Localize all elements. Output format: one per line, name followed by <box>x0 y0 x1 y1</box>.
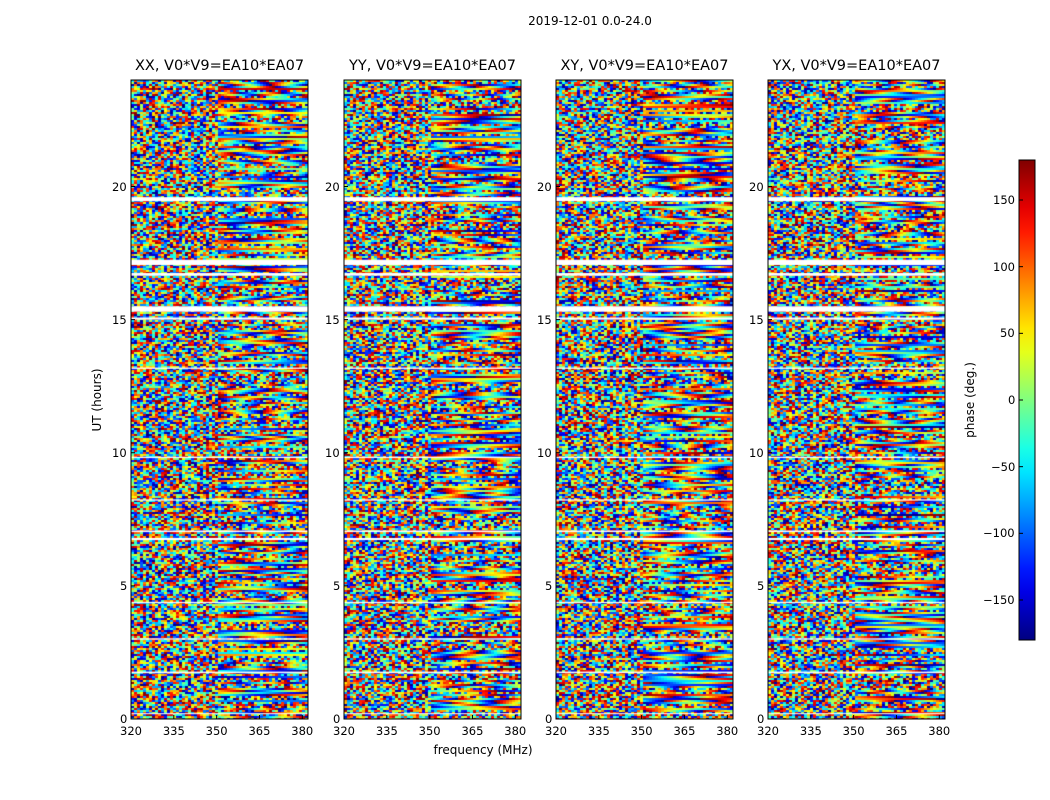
x-tick-label: 335 <box>375 724 398 738</box>
y-tick-label: 5 <box>757 578 765 593</box>
y-tick-label: 10 <box>325 445 340 460</box>
panel-frame-1 <box>343 79 522 720</box>
y-tick-label: 5 <box>545 578 553 593</box>
x-tick-label: 320 <box>545 724 567 738</box>
x-tick-label: 380 <box>291 724 314 738</box>
panel-frame-3 <box>767 79 946 720</box>
x-tick-label: 380 <box>504 724 527 738</box>
colorbar-tick-label: 100 <box>993 259 1015 274</box>
y-tick-label: 15 <box>112 312 127 327</box>
panel-title-yx: YX, V0*V9=EA10*EA07 <box>772 58 941 74</box>
x-tick-label: 335 <box>587 724 610 738</box>
panel-frame-2 <box>555 79 734 720</box>
x-tick-label: 350 <box>205 724 228 738</box>
x-tick-label: 320 <box>333 724 355 738</box>
y-tick-label: 5 <box>333 578 341 593</box>
y-tick-label: 15 <box>749 312 764 327</box>
x-tick-label: 335 <box>162 724 185 738</box>
y-tick-label: 0 <box>757 712 765 726</box>
panel-title-yy: YY, V0*V9=EA10*EA07 <box>349 58 516 74</box>
colorbar-tick-label: 150 <box>993 193 1015 207</box>
y-tick-label: 20 <box>325 179 340 194</box>
phase-heatmap-0 <box>131 80 308 719</box>
colorbar-tick-label: −150 <box>983 593 1015 607</box>
x-tick-label: 365 <box>248 724 271 738</box>
y-tick-label: 15 <box>325 312 340 327</box>
x-tick-label: 335 <box>799 724 822 738</box>
x-tick-label: 365 <box>461 724 484 738</box>
y-tick-label: 0 <box>120 712 128 726</box>
panel-title-xy: XY, V0*V9=EA10*EA07 <box>560 58 729 74</box>
x-tick-label: 320 <box>120 724 142 738</box>
y-tick-label: 20 <box>537 179 552 194</box>
colorbar-tick-label: 0 <box>1008 393 1016 407</box>
y-tick-label: 20 <box>112 179 127 194</box>
y-tick-label: 20 <box>749 179 764 194</box>
y-tick-label: 10 <box>537 445 552 460</box>
panel-frame-0 <box>130 79 309 720</box>
x-tick-label: 320 <box>757 724 779 738</box>
panel-title-xx: XX, V0*V9=EA10*EA07 <box>134 58 305 74</box>
x-tick-label: 365 <box>673 724 696 738</box>
colorbar-tick-label: 50 <box>1000 326 1015 341</box>
phase-heatmap-2 <box>556 80 733 719</box>
x-tick-label: 380 <box>928 724 951 738</box>
y-tick-label: 15 <box>537 312 552 327</box>
colorbar-tick-label: −100 <box>983 526 1015 541</box>
x-tick-label: 350 <box>418 724 441 738</box>
figure-title: 2019-12-01 0.0-24.0 <box>528 14 652 28</box>
y-tick-label: 0 <box>545 712 553 726</box>
x-tick-label: 350 <box>842 724 865 738</box>
y-tick-label: 5 <box>120 578 128 593</box>
x-tick-label: 365 <box>885 724 908 738</box>
y-tick-label: 10 <box>112 445 127 460</box>
y-tick-label: 10 <box>749 445 764 460</box>
x-tick-label: 350 <box>630 724 653 738</box>
colorbar-tick-label: −50 <box>991 459 1016 474</box>
x-axis-label: frequency (MHz) <box>433 743 533 757</box>
phase-heatmap-3 <box>768 80 945 719</box>
y-tick-label: 0 <box>333 712 341 726</box>
x-tick-label: 380 <box>716 724 739 738</box>
phase-heatmap-1 <box>344 80 521 719</box>
